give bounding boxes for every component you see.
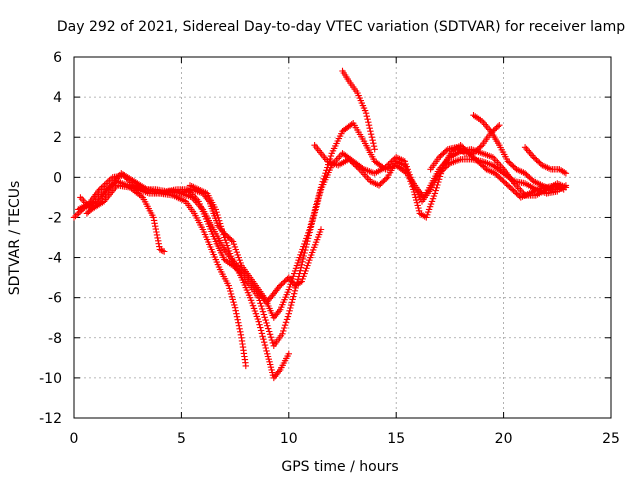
data-marks: [70, 67, 570, 382]
series-track-10: [470, 112, 570, 193]
series-track-2: [75, 150, 561, 349]
series-track-4: [83, 170, 249, 370]
y-tick-label: 0: [53, 170, 62, 186]
y-tick-label: 2: [53, 130, 62, 146]
x-tick-label: 0: [70, 431, 79, 447]
x-tick-label: 25: [602, 431, 620, 447]
series-marks: [75, 150, 561, 349]
y-tick-label: 4: [53, 90, 62, 106]
y-tick-label: -2: [48, 210, 62, 226]
series-track-6: [186, 182, 292, 382]
y-axis-label: SDTVAR / TECUs: [7, 181, 23, 296]
series-marks: [470, 112, 570, 193]
y-tick-label: -6: [48, 291, 62, 307]
chart-title: Day 292 of 2021, Sidereal Day-to-day VTE…: [57, 19, 625, 35]
axis-ticks: [73, 56, 612, 419]
x-tick-label: 15: [387, 431, 405, 447]
x-tick-labels: 0 5 10 15 20 25: [70, 431, 620, 447]
y-tick-label: -10: [39, 371, 62, 387]
series-marks: [311, 142, 567, 221]
plot-frame: [73, 56, 612, 419]
series-marks: [339, 67, 378, 153]
series-marks: [83, 170, 249, 370]
x-tick-label: 20: [495, 431, 513, 447]
series-track-7: [311, 142, 567, 221]
y-tick-label: -4: [48, 251, 62, 267]
series-track-8: [339, 67, 378, 153]
y-tick-labels: -12 -10 -8 -6 -4 -2 0 2 4 6: [39, 50, 62, 427]
series-track-11: [521, 144, 570, 177]
series-marks: [186, 182, 292, 382]
y-tick-label: 6: [53, 50, 62, 66]
x-axis-label: GPS time / hours: [281, 459, 398, 475]
x-tick-label: 10: [280, 431, 298, 447]
series-marks: [521, 144, 570, 177]
x-tick-label: 5: [177, 431, 186, 447]
y-tick-label: -8: [48, 331, 62, 347]
y-tick-label: -12: [39, 411, 62, 427]
grid: [74, 57, 611, 418]
